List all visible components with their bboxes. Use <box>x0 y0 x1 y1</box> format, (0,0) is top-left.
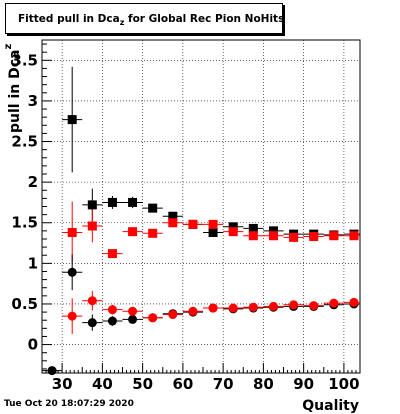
data-point-circle <box>67 311 77 321</box>
x-tick-label: 90 <box>293 375 314 393</box>
tick-labels: 30 40 50 60 70 80 90 100 0 0.5 1 1.5 2 2.5 3 3.5 <box>11 51 359 393</box>
data-point-square <box>148 203 158 213</box>
x-tick-label: 100 <box>328 375 359 393</box>
y-tick-label: 0.5 <box>11 295 38 313</box>
y-axis-title-main: pull in Dca <box>7 50 23 133</box>
y-tick-label: 2 <box>28 173 38 191</box>
x-axis-title: Quality <box>302 398 359 414</box>
data-marks <box>42 66 360 376</box>
data-point-square <box>168 218 178 228</box>
data-point-square <box>188 219 198 229</box>
data-point-circle <box>87 318 97 328</box>
x-tick-label: 80 <box>253 375 274 393</box>
x-tick-label: 70 <box>213 375 234 393</box>
data-point-circle <box>329 298 339 308</box>
data-point-square <box>208 227 218 237</box>
x-tick-label: 60 <box>172 375 193 393</box>
data-point-circle <box>107 305 117 315</box>
data-point-circle <box>309 301 319 311</box>
data-point-square <box>268 226 278 236</box>
y-tick-label: 2.5 <box>11 133 38 151</box>
chart-title-rest: for Global Rec Pion NoHits <box>124 13 285 25</box>
title-box: Fitted pull in Dcaz for Global Rec Pion … <box>5 3 284 34</box>
data-point-circle <box>349 297 359 307</box>
data-point-circle <box>168 310 178 320</box>
data-point-square <box>248 223 258 233</box>
grid <box>42 40 360 373</box>
data-point-square <box>309 232 319 242</box>
data-point-circle <box>289 300 299 310</box>
data-point-square <box>107 249 117 259</box>
data-point-circle <box>148 313 158 323</box>
data-point-square <box>87 221 97 231</box>
timestamp: Tue Oct 20 18:07:29 2020 <box>4 399 134 409</box>
data-point-square <box>349 231 359 241</box>
chart-title-subscript: z <box>119 18 125 28</box>
x-tick-label: 50 <box>132 375 153 393</box>
y-tick-label: 3 <box>28 92 38 110</box>
data-point-square <box>87 200 97 210</box>
y-tick-label: 0 <box>28 336 38 354</box>
data-point-square <box>107 197 117 207</box>
y-axis-title: pull in Dcaz <box>3 44 23 133</box>
data-point-circle <box>107 316 117 326</box>
y-tick-label: 3.5 <box>11 51 38 69</box>
data-point-circle <box>128 314 138 324</box>
data-point-circle <box>208 303 218 313</box>
data-point-square <box>268 231 278 241</box>
data-point-circle <box>47 366 57 376</box>
data-point-square <box>289 232 299 242</box>
data-point-square <box>248 231 258 241</box>
chart-title: Fitted pull in Dcaz for Global Rec Pion … <box>18 13 284 27</box>
y-axis-title-subscript: z <box>3 44 14 50</box>
data-point-circle <box>248 302 258 312</box>
data-point-square <box>228 222 238 232</box>
chart-title-main: Fitted pull in Dca <box>18 13 120 25</box>
data-point-square <box>329 231 339 241</box>
data-point-circle <box>67 267 77 277</box>
y-tick-label: 1.5 <box>11 214 38 232</box>
data-point-square <box>168 211 178 221</box>
data-point-square <box>228 227 238 237</box>
x-tick-label: 30 <box>52 375 73 393</box>
y-tick-label: 1 <box>28 254 38 272</box>
data-point-circle <box>268 301 278 311</box>
data-point-square <box>148 228 158 238</box>
data-point-square <box>128 227 138 237</box>
data-point-circle <box>128 306 138 316</box>
data-point-circle <box>228 303 238 313</box>
data-point-circle <box>188 306 198 316</box>
data-point-circle <box>87 296 97 306</box>
x-tick-label: 40 <box>92 375 113 393</box>
data-point-square <box>128 197 138 207</box>
data-point-square <box>208 219 218 229</box>
data-point-square <box>67 115 77 125</box>
data-point-square <box>67 227 77 237</box>
